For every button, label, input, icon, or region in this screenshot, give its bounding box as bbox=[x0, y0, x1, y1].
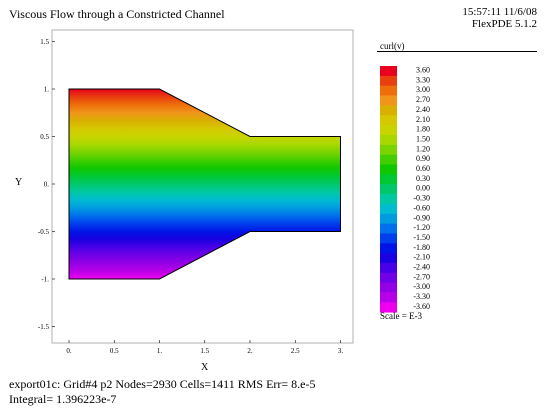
legend-value: 2.10 bbox=[416, 115, 430, 124]
legend-swatch bbox=[380, 194, 397, 205]
legend-swatch bbox=[380, 66, 397, 77]
chart-title: Viscous Flow through a Constricted Chann… bbox=[9, 7, 225, 21]
legend-value: 3.00 bbox=[416, 85, 430, 94]
legend-value: 0.30 bbox=[416, 174, 430, 183]
legend-value: 1.20 bbox=[416, 144, 430, 153]
legend-value: 0.60 bbox=[416, 164, 430, 173]
legend-value: -2.10 bbox=[413, 253, 430, 262]
x-tick-label: 2. bbox=[247, 347, 253, 355]
y-tick-label: 1. bbox=[44, 86, 50, 94]
legend-swatch bbox=[380, 164, 397, 175]
legend-value: -0.30 bbox=[413, 194, 430, 203]
legend-swatch bbox=[380, 272, 397, 283]
run-statistics: export01c: Grid#4 p2 Nodes=2930 Cells=14… bbox=[9, 377, 316, 391]
legend-swatch bbox=[380, 184, 397, 195]
legend-value: 0.90 bbox=[416, 154, 430, 163]
x-axis-label: X bbox=[201, 362, 209, 373]
legend-swatch bbox=[380, 115, 397, 126]
legend-swatch bbox=[380, 75, 397, 86]
legend-swatch bbox=[380, 302, 397, 313]
timestamp: 15:57:11 11/6/08 bbox=[462, 6, 537, 18]
legend-value: 1.50 bbox=[416, 134, 430, 143]
x-tick-label: 0.5 bbox=[110, 347, 119, 355]
legend-title: curl(v) bbox=[380, 41, 405, 51]
legend-value: -1.20 bbox=[413, 223, 430, 232]
y-axis-label: Y bbox=[15, 177, 23, 188]
legend-swatch bbox=[380, 292, 397, 303]
color-legend bbox=[380, 66, 397, 313]
legend-value: 3.60 bbox=[416, 66, 430, 75]
legend-swatch bbox=[380, 243, 397, 254]
y-tick-label: -0.5 bbox=[38, 228, 50, 236]
color-legend-labels: 3.603.303.002.702.402.101.801.501.200.90… bbox=[413, 66, 430, 311]
legend-swatch bbox=[380, 253, 397, 264]
legend-divider bbox=[377, 51, 537, 52]
software-version: FlexPDE 5.1.2 bbox=[471, 18, 537, 30]
x-tick-label: 0. bbox=[66, 347, 72, 355]
legend-swatch bbox=[380, 213, 397, 224]
legend-value: 3.30 bbox=[416, 75, 430, 84]
legend-swatch bbox=[380, 85, 397, 96]
x-tick-label: 1. bbox=[157, 347, 163, 355]
legend-value: -2.70 bbox=[413, 272, 430, 281]
legend-swatch bbox=[380, 154, 397, 165]
y-tick-label: 0. bbox=[44, 181, 50, 189]
integral-value: Integral= 1.396223e-7 bbox=[9, 392, 117, 406]
legend-swatch bbox=[380, 282, 397, 293]
y-axis-ticks: 1.5 1. 0.5 0. -0.5 -1. -1.5 bbox=[38, 38, 55, 331]
legend-value: 2.70 bbox=[416, 95, 430, 104]
legend-value: 2.40 bbox=[416, 105, 430, 114]
legend-value: -2.40 bbox=[413, 263, 430, 272]
y-tick-label: 1.5 bbox=[40, 38, 49, 46]
scale-note: Scale = E-3 bbox=[380, 311, 423, 321]
legend-value: -1.80 bbox=[413, 243, 430, 252]
domain-outline bbox=[68, 88, 341, 280]
legend-value: 1.80 bbox=[416, 125, 430, 134]
legend-value: 0.00 bbox=[416, 184, 430, 193]
legend-value: -1.50 bbox=[413, 233, 430, 242]
x-tick-label: 1.5 bbox=[200, 347, 209, 355]
legend-value: -3.60 bbox=[413, 302, 430, 311]
y-tick-label: -1. bbox=[41, 276, 49, 284]
legend-swatch bbox=[380, 105, 397, 116]
legend-value: -3.00 bbox=[413, 282, 430, 291]
legend-swatch bbox=[380, 95, 397, 106]
y-tick-label: -1.5 bbox=[38, 323, 50, 331]
legend-swatch bbox=[380, 233, 397, 244]
legend-swatch bbox=[380, 174, 397, 185]
legend-swatch bbox=[380, 144, 397, 155]
legend-value: -0.60 bbox=[413, 203, 430, 212]
legend-swatch bbox=[380, 134, 397, 146]
x-tick-label: 2.5 bbox=[291, 347, 300, 355]
legend-swatch bbox=[380, 223, 397, 234]
x-axis-ticks: 0. 0.5 1. 1.5 2. 2.5 3. bbox=[66, 340, 343, 355]
x-tick-label: 3. bbox=[338, 347, 344, 355]
y-tick-label: 0.5 bbox=[40, 133, 49, 141]
legend-value: -0.90 bbox=[413, 213, 430, 222]
legend-swatch bbox=[380, 203, 397, 215]
legend-swatch bbox=[380, 125, 397, 136]
legend-value: -3.30 bbox=[413, 292, 430, 301]
legend-swatch bbox=[380, 263, 397, 274]
